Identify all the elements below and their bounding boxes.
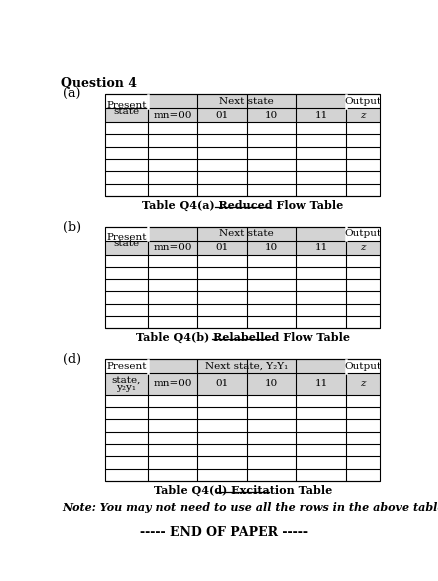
Text: 11: 11 <box>314 110 328 120</box>
Text: (d): (d) <box>63 353 81 366</box>
Text: (a): (a) <box>63 88 80 101</box>
Bar <box>105 227 380 328</box>
Text: Next state, Y₂Y₁: Next state, Y₂Y₁ <box>205 361 289 371</box>
Text: 01: 01 <box>215 379 229 388</box>
Bar <box>148 359 346 373</box>
Text: mn=00: mn=00 <box>153 243 192 252</box>
Text: z: z <box>360 110 366 120</box>
Text: ----- END OF PAPER -----: ----- END OF PAPER ----- <box>141 526 308 539</box>
Text: 01: 01 <box>215 243 229 252</box>
Text: Note: You may not need to use all the rows in the above tables.: Note: You may not need to use all the ro… <box>63 503 438 514</box>
Text: mn=00: mn=00 <box>153 110 192 120</box>
Text: mn=00: mn=00 <box>153 379 192 388</box>
Bar <box>148 94 346 108</box>
Text: Output: Output <box>345 229 381 238</box>
Bar <box>105 227 380 328</box>
Bar <box>105 359 380 481</box>
Text: 11: 11 <box>314 379 328 388</box>
Text: state,: state, <box>112 375 141 385</box>
Text: Table Q4(b) Relabelled Flow Table: Table Q4(b) Relabelled Flow Table <box>136 332 350 343</box>
Text: Present: Present <box>106 361 147 371</box>
Bar <box>148 227 346 241</box>
Text: 10: 10 <box>265 379 278 388</box>
Bar <box>105 108 380 122</box>
Text: state: state <box>113 107 140 116</box>
Text: Output: Output <box>345 361 381 371</box>
Text: Next state: Next state <box>219 229 274 238</box>
Text: (b): (b) <box>63 221 81 234</box>
Text: 10: 10 <box>265 243 278 252</box>
Text: 01: 01 <box>215 110 229 120</box>
Text: z: z <box>360 379 366 388</box>
Bar <box>105 94 380 196</box>
Text: Question 4: Question 4 <box>61 77 137 89</box>
Text: state: state <box>113 239 140 248</box>
Text: Present: Present <box>106 101 147 110</box>
Text: Table Q4(d) Excitation Table: Table Q4(d) Excitation Table <box>154 485 332 496</box>
Text: Table Q4(a) Reduced Flow Table: Table Q4(a) Reduced Flow Table <box>142 200 343 211</box>
Text: y₂y₁: y₂y₁ <box>117 383 137 392</box>
Bar <box>105 241 380 254</box>
Text: 10: 10 <box>265 110 278 120</box>
Bar <box>105 94 380 196</box>
Text: Next state: Next state <box>219 97 274 106</box>
Text: z: z <box>360 243 366 252</box>
Text: Present: Present <box>106 233 147 242</box>
Bar <box>105 373 380 394</box>
Text: Output: Output <box>345 97 381 106</box>
Text: 11: 11 <box>314 243 328 252</box>
Bar <box>105 359 380 481</box>
